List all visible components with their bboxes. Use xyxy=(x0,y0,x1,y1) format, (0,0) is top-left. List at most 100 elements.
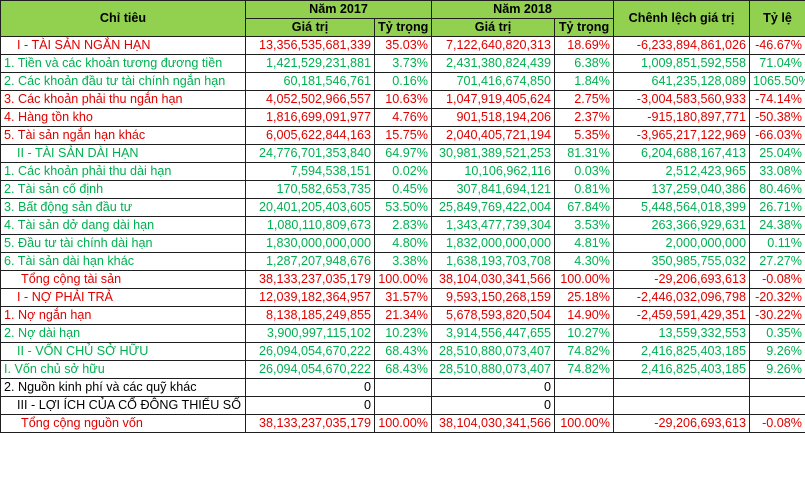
row-label: 3. Bất động sản đầu tư xyxy=(0,198,246,217)
value-2018: 5,678,593,820,504 xyxy=(431,306,555,325)
table-row: 3. Các khoản phải thu ngắn hạn 4,052,502,… xyxy=(0,90,805,109)
change-rate xyxy=(749,396,805,415)
header-ty-trong-2017: Tỷ trọng xyxy=(374,18,432,37)
difference: -2,459,591,429,351 xyxy=(613,306,750,325)
row-label: II - TÀI SẢN DÀI HẠN xyxy=(0,144,246,163)
change-rate: -66.03% xyxy=(749,126,805,145)
difference: 2,416,825,403,185 xyxy=(613,360,750,379)
table-row: I - NỢ PHẢI TRẢ 12,039,182,364,957 31.57% 9… xyxy=(0,288,805,307)
value-2018: 307,841,694,121 xyxy=(431,180,555,199)
table-row: Tổng cộng nguồn vốn 38,133,237,035,179 100… xyxy=(0,414,805,433)
value-2018: 10,106,962,116 xyxy=(431,162,555,181)
value-2018: 38,104,030,341,566 xyxy=(431,414,555,433)
row-label: 5. Tài sản ngắn hạn khác xyxy=(0,126,246,145)
share-2018: 74.82% xyxy=(554,342,614,361)
difference: -3,004,583,560,933 xyxy=(613,90,750,109)
table-row: 5. Tài sản ngắn hạn khác 6,005,622,844,16… xyxy=(0,126,805,145)
value-2018: 3,914,556,447,655 xyxy=(431,324,555,343)
share-2018: 81.31% xyxy=(554,144,614,163)
value-2018: 1,638,193,703,708 xyxy=(431,252,555,271)
change-rate: 24.38% xyxy=(749,216,805,235)
difference: -6,233,894,861,026 xyxy=(613,36,750,55)
value-2017: 8,138,185,249,855 xyxy=(245,306,375,325)
row-label: 1. Tiền và các khoản tương đương tiền xyxy=(0,54,246,73)
difference: 2,512,423,965 xyxy=(613,162,750,181)
value-2017: 60,181,546,761 xyxy=(245,72,375,91)
row-label: 6. Tài sản dài hạn khác xyxy=(0,252,246,271)
value-2018: 0 xyxy=(431,396,555,415)
share-2017: 0.02% xyxy=(374,162,432,181)
share-2018: 100.00% xyxy=(554,270,614,289)
table-row: 3. Bất động sản đầu tư 20,401,205,403,605… xyxy=(0,198,805,217)
share-2017: 0.45% xyxy=(374,180,432,199)
value-2018: 9,593,150,268,159 xyxy=(431,288,555,307)
table-row: Tổng cộng tài sản 38,133,237,035,179 100.0… xyxy=(0,270,805,289)
change-rate: -30.22% xyxy=(749,306,805,325)
difference: 2,416,825,403,185 xyxy=(613,342,750,361)
value-2017: 1,421,529,231,881 xyxy=(245,54,375,73)
header-row-1: Chỉ tiêu Năm 2017 Năm 2018 Chênh lệch gi… xyxy=(0,0,805,37)
table-row: 2. Nguồn kinh phí và các quỹ khác 0 0 xyxy=(0,378,805,397)
difference: 641,235,128,089 xyxy=(613,72,750,91)
difference: 5,448,564,018,399 xyxy=(613,198,750,217)
header-ty-le: Tỷ lệ xyxy=(749,0,805,37)
table-row: I - TÀI SẢN NGẮN HẠN 13,356,535,681,339 35… xyxy=(0,36,805,55)
table-row: 4. Hàng tồn kho 1,816,699,091,977 4.76% 901… xyxy=(0,108,805,127)
value-2018: 901,518,194,206 xyxy=(431,108,555,127)
table-row: 2. Các khoản đầu tư tài chính ngắn hạn 60… xyxy=(0,72,805,91)
table-row: 2. Tài sản cố định 170,582,653,735 0.45% 30… xyxy=(0,180,805,199)
share-2017 xyxy=(374,396,432,415)
table-row: 1. Nợ ngắn hạn 8,138,185,249,855 21.34% 5,6… xyxy=(0,306,805,325)
value-2017: 7,594,538,151 xyxy=(245,162,375,181)
share-2017: 2.83% xyxy=(374,216,432,235)
change-rate: 1065.50% xyxy=(749,72,805,91)
share-2017: 53.50% xyxy=(374,198,432,217)
row-label: I - TÀI SẢN NGẮN HẠN xyxy=(0,36,246,55)
row-label: 3. Các khoản phải thu ngắn hạn xyxy=(0,90,246,109)
share-2017: 21.34% xyxy=(374,306,432,325)
difference xyxy=(613,378,750,397)
change-rate: -0.08% xyxy=(749,270,805,289)
share-2017: 31.57% xyxy=(374,288,432,307)
row-label: 4. Hàng tồn kho xyxy=(0,108,246,127)
difference xyxy=(613,396,750,415)
table-row: III - LỢI ÍCH CỦA CỔ ĐÔNG THIỂU SỐ 0 0 xyxy=(0,396,805,415)
value-2018: 7,122,640,820,313 xyxy=(431,36,555,55)
row-label: 4. Tài sản dở dang dài hạn xyxy=(0,216,246,235)
row-label: Tổng cộng nguồn vốn xyxy=(0,414,246,433)
value-2018: 2,040,405,721,194 xyxy=(431,126,555,145)
value-2018: 28,510,880,073,407 xyxy=(431,360,555,379)
difference: -915,180,897,771 xyxy=(613,108,750,127)
row-label: III - LỢI ÍCH CỦA CỔ ĐÔNG THIỂU SỐ xyxy=(0,396,246,415)
value-2017: 1,830,000,000,000 xyxy=(245,234,375,253)
difference: -29,206,693,613 xyxy=(613,270,750,289)
row-label: Tổng cộng tài sản xyxy=(0,270,246,289)
table-row: II - VỐN CHỦ SỞ HỮU 26,094,054,670,222 68.… xyxy=(0,342,805,361)
value-2017: 12,039,182,364,957 xyxy=(245,288,375,307)
header-gia-tri-2017: Giá trị xyxy=(245,18,375,37)
value-2018: 0 xyxy=(431,378,555,397)
value-2018: 25,849,769,422,004 xyxy=(431,198,555,217)
share-2017: 15.75% xyxy=(374,126,432,145)
share-2017 xyxy=(374,378,432,397)
value-2017: 38,133,237,035,179 xyxy=(245,270,375,289)
share-2018 xyxy=(554,396,614,415)
share-2017: 3.38% xyxy=(374,252,432,271)
value-2017: 13,356,535,681,339 xyxy=(245,36,375,55)
value-2017: 0 xyxy=(245,396,375,415)
share-2017: 35.03% xyxy=(374,36,432,55)
share-2018: 67.84% xyxy=(554,198,614,217)
value-2018: 28,510,880,073,407 xyxy=(431,342,555,361)
difference: 6,204,688,167,413 xyxy=(613,144,750,163)
change-rate: 26.71% xyxy=(749,198,805,217)
difference: -2,446,032,096,798 xyxy=(613,288,750,307)
share-2018: 0.03% xyxy=(554,162,614,181)
value-2018: 2,431,380,824,439 xyxy=(431,54,555,73)
difference: 13,559,332,553 xyxy=(613,324,750,343)
difference: 263,366,929,631 xyxy=(613,216,750,235)
table-body: I - TÀI SẢN NGẮN HẠN 13,356,535,681,339 35… xyxy=(0,36,805,433)
value-2017: 1,080,110,809,673 xyxy=(245,216,375,235)
change-rate xyxy=(749,378,805,397)
share-2018: 100.00% xyxy=(554,414,614,433)
share-2018: 4.81% xyxy=(554,234,614,253)
